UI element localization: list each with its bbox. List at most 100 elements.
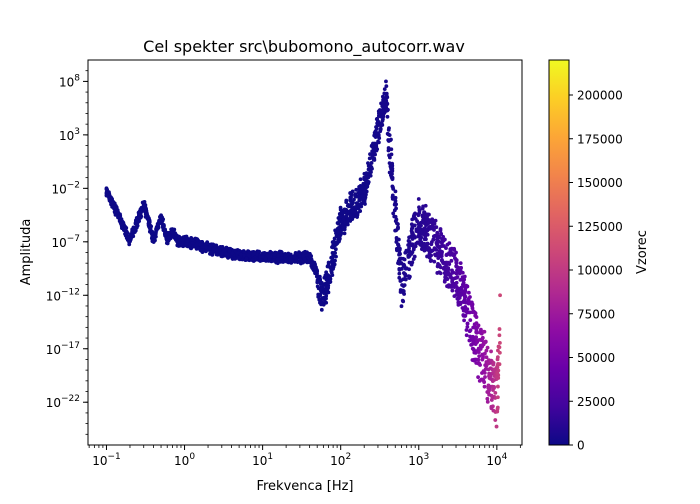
scatter-point <box>457 295 462 300</box>
scatter-point <box>460 289 465 294</box>
scatter-point <box>190 237 195 242</box>
scatter-point <box>207 246 212 251</box>
scatter-point <box>422 246 426 251</box>
scatter-point <box>351 200 355 205</box>
scatter-point <box>496 384 500 389</box>
scatter-point <box>374 125 378 129</box>
scatter-point <box>272 253 277 257</box>
scatter-point <box>113 212 118 217</box>
scatter-point <box>340 211 345 215</box>
scatter-point <box>460 282 465 287</box>
y-tick-label: 10−17 <box>46 341 80 357</box>
scatter-point <box>319 300 324 305</box>
scatter-point <box>386 107 390 112</box>
scatter-point <box>490 384 495 389</box>
x-axis-label: Frekvenca [Hz] <box>256 479 353 494</box>
scatter-point <box>422 210 427 215</box>
scatter-point <box>487 392 491 397</box>
scatter-point <box>444 252 449 257</box>
scatter-point <box>425 241 430 246</box>
scatter-point <box>359 201 364 206</box>
scatter-point <box>324 296 328 301</box>
scatter-point <box>328 266 333 271</box>
scatter-point <box>339 214 343 219</box>
scatter-point <box>381 117 385 122</box>
scatter-point <box>361 181 366 186</box>
scatter-point <box>378 127 383 132</box>
scatter-point <box>468 295 472 299</box>
scatter-point <box>435 237 440 242</box>
scatter-point <box>483 340 488 345</box>
scatter-point <box>138 215 143 220</box>
scatter-point <box>342 231 347 236</box>
scatter-point <box>326 262 331 267</box>
scatter-point <box>393 189 398 194</box>
scatter-point <box>373 147 377 152</box>
scatter-point <box>394 237 399 242</box>
scatter-point <box>266 253 271 258</box>
scatter-point <box>266 258 271 263</box>
scatter-point <box>427 255 432 260</box>
scatter-point <box>232 256 237 261</box>
scatter-point <box>333 258 337 263</box>
scatter-point <box>316 293 321 298</box>
scatter-point <box>394 206 398 211</box>
scatter-point <box>331 239 336 244</box>
scatter-point <box>370 155 374 160</box>
scatter-point <box>196 246 201 250</box>
scatter-point <box>318 288 323 293</box>
scatter-point <box>404 248 409 253</box>
scatter-point <box>390 193 395 198</box>
scatter-point <box>324 273 329 278</box>
scatter-point <box>463 285 468 290</box>
scatter-point <box>142 201 146 206</box>
x-tick-label: 10−1 <box>92 452 121 468</box>
scatter-point <box>204 249 208 253</box>
scatter-point <box>184 234 189 239</box>
scatter-point <box>443 278 447 283</box>
scatter-point <box>391 211 396 216</box>
scatter-point <box>338 205 343 210</box>
scatter-point <box>454 258 459 263</box>
scatter-point <box>433 252 437 257</box>
scatter-point <box>350 206 355 211</box>
scatter-point <box>232 248 237 253</box>
scatter-point <box>156 223 160 227</box>
scatter-point <box>354 205 358 209</box>
scatter-point <box>359 204 364 209</box>
scatter-point <box>195 237 200 242</box>
scatter-point <box>357 190 361 195</box>
scatter-point <box>417 207 422 212</box>
scatter-point <box>400 298 405 303</box>
scatter-point <box>454 275 459 280</box>
scatter-point <box>449 258 454 263</box>
scatter-point <box>284 259 289 264</box>
scatter-point <box>489 358 494 363</box>
y-tick-label: 103 <box>59 127 80 143</box>
scatter-point <box>358 177 363 182</box>
scatter-point <box>211 247 216 252</box>
scatter-point <box>482 329 487 334</box>
scatter-point <box>398 279 403 283</box>
scatter-point <box>358 209 363 213</box>
scatter-point <box>362 190 367 195</box>
x-tick-label: 101 <box>252 452 273 468</box>
scatter-point <box>407 246 411 250</box>
scatter-point <box>151 239 156 244</box>
scatter-point <box>483 375 487 379</box>
scatter-point <box>410 260 415 265</box>
scatter-point <box>348 215 353 220</box>
scatter-point <box>440 241 444 246</box>
scatter-point <box>485 399 490 404</box>
scatter-point <box>383 99 387 104</box>
scatter-point <box>416 197 421 201</box>
scatter-point <box>128 239 132 244</box>
scatter-point <box>388 138 393 143</box>
scatter-point <box>471 309 476 314</box>
scatter-point <box>452 294 457 298</box>
scatter-point <box>117 215 122 219</box>
scatter-point <box>417 232 422 237</box>
scatter-point <box>491 388 495 392</box>
x-tick-label: 102 <box>330 452 351 468</box>
scatter-point <box>324 291 329 295</box>
